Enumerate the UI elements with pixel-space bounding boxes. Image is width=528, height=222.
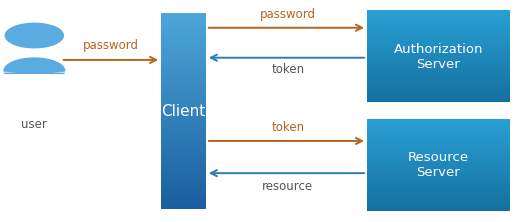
- Text: password: password: [260, 8, 316, 21]
- Polygon shape: [4, 58, 64, 73]
- Text: resource: resource: [262, 180, 313, 193]
- Text: token: token: [271, 121, 304, 134]
- Text: Resource
Server: Resource Server: [408, 151, 469, 179]
- Text: user: user: [21, 118, 48, 131]
- Text: Client: Client: [162, 103, 205, 119]
- Text: token: token: [271, 63, 304, 76]
- Text: Authorization
Server: Authorization Server: [393, 43, 483, 71]
- Circle shape: [5, 23, 63, 48]
- Text: password: password: [83, 39, 139, 52]
